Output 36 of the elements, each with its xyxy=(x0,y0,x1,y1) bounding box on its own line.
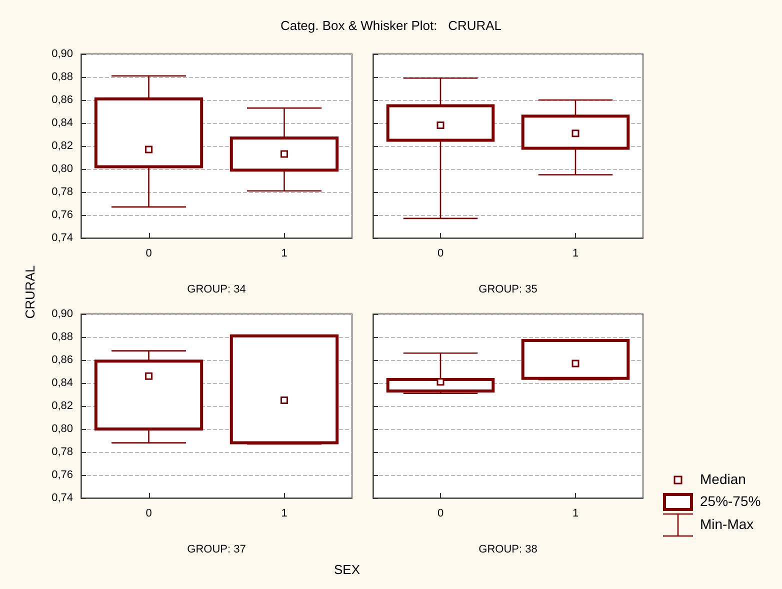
y-tick-label: 0,80 xyxy=(52,163,73,175)
y-tick-label: 0,78 xyxy=(52,186,73,198)
y-tick-label: 0,82 xyxy=(52,140,73,152)
x-tick-label: 0 xyxy=(437,508,444,520)
y-tick-label: 0,86 xyxy=(52,354,73,366)
x-tick-label: 1 xyxy=(572,248,579,260)
text: Categ. Box & Whisker Plot: CRURAL xyxy=(279,18,503,33)
y-tick-label: 0,90 xyxy=(52,308,73,320)
text: 25%-75% xyxy=(700,493,761,509)
text: Min-Max xyxy=(700,516,754,532)
y-tick-label: 0,84 xyxy=(52,377,73,389)
y-tick-label: 0,88 xyxy=(52,71,73,83)
y-tick-label: 0,90 xyxy=(52,48,73,60)
text: Median xyxy=(700,471,746,487)
x-tick-label: 1 xyxy=(281,248,288,260)
x-tick-label: 0 xyxy=(146,508,152,520)
y-tick-label: 0,76 xyxy=(52,209,73,221)
y-tick-label: 0,82 xyxy=(52,400,73,412)
x-tick-label: 1 xyxy=(572,508,579,520)
x-axis-title: GROUP: 35 xyxy=(478,284,538,296)
x-tick-label: 0 xyxy=(437,248,444,260)
y-tick-label: 0,76 xyxy=(52,469,73,481)
x-tick-label: 1 xyxy=(281,508,288,520)
x-axis-title: GROUP: 34 xyxy=(187,284,246,296)
y-tick-label: 0,78 xyxy=(52,446,73,458)
x-axis-title: GROUP: 37 xyxy=(187,544,246,556)
y-tick-label: 0,86 xyxy=(52,94,73,106)
x-tick-label: 0 xyxy=(146,248,152,260)
x-axis-title: GROUP: 38 xyxy=(478,544,538,556)
y-tick-label: 0,88 xyxy=(52,331,73,343)
y-tick-label: 0,74 xyxy=(52,492,73,504)
y-axis-title: CRURAL xyxy=(22,265,38,319)
y-tick-label: 0,74 xyxy=(52,232,73,244)
y-tick-label: 0,80 xyxy=(52,423,73,435)
y-tick-label: 0,84 xyxy=(52,117,73,129)
text: SEX xyxy=(334,562,360,577)
